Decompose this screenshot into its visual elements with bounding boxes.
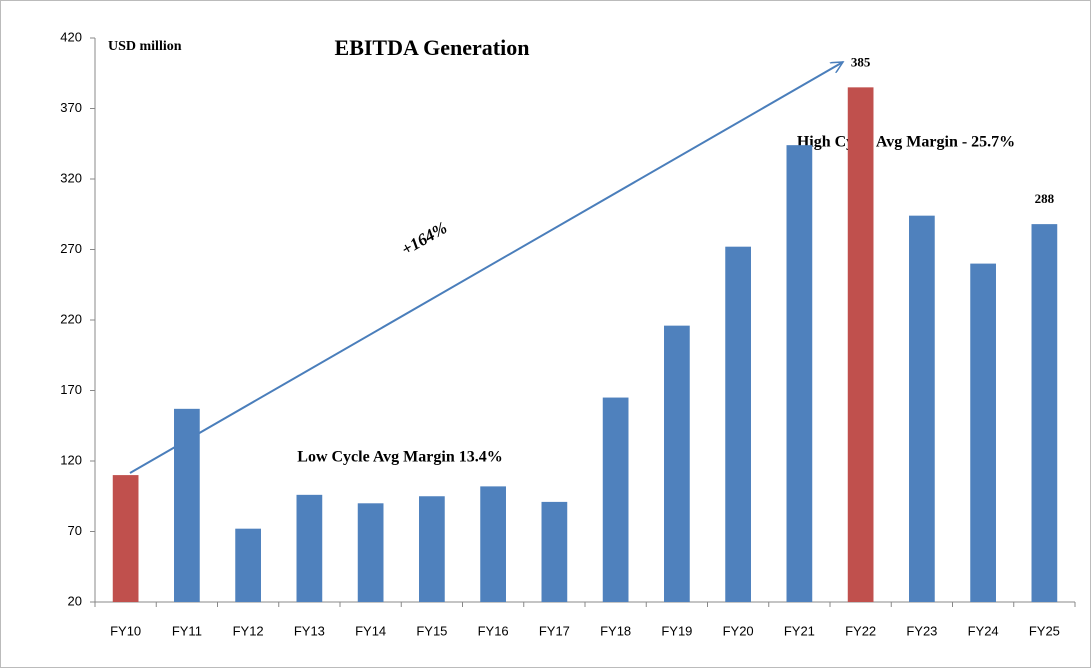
x-tick-label: FY16 [478, 623, 509, 638]
x-tick-label: FY18 [600, 623, 631, 638]
x-tick-label: FY12 [233, 623, 264, 638]
y-tick-label: 20 [68, 593, 82, 608]
bar [786, 145, 813, 602]
x-tick-label: FY23 [906, 623, 937, 638]
bar [847, 87, 874, 603]
x-tick-label: FY24 [968, 623, 999, 638]
y-tick-label: 370 [60, 100, 82, 115]
y-tick-label: 220 [60, 311, 82, 326]
low-cycle-label: Low Cycle Avg Margin 13.4% [297, 449, 502, 466]
x-tick-label: FY21 [784, 623, 815, 638]
x-tick-label: FY20 [723, 623, 754, 638]
y-tick-label: 120 [60, 452, 82, 467]
x-tick-label: FY13 [294, 623, 325, 638]
y-tick-label: 270 [60, 241, 82, 256]
bar [480, 486, 506, 602]
growth-arrow [129, 61, 843, 474]
x-tick-label: FY10 [110, 623, 141, 638]
bar [725, 246, 751, 602]
x-tick-label: FY11 [172, 623, 202, 638]
bar [357, 503, 384, 602]
bar [664, 325, 690, 602]
high-cycle-label: High Cycle Avg Margin - 25.7% [797, 134, 1015, 151]
bar [112, 475, 139, 602]
y-tick-label: 70 [68, 523, 82, 538]
x-tick-label: FY22 [845, 623, 876, 638]
y-tick-label: 420 [60, 29, 82, 44]
y-tick-label: 320 [60, 170, 82, 185]
x-tick-label: FY14 [355, 623, 386, 638]
bar [1031, 224, 1058, 602]
x-tick-label: FY15 [416, 623, 447, 638]
y-tick-label: 170 [60, 382, 82, 397]
bar [235, 528, 261, 602]
x-tick-label: FY25 [1029, 623, 1060, 638]
bar [296, 494, 323, 602]
value-label: 385 [851, 54, 871, 69]
chart-title: EBITDA Generation [335, 35, 530, 60]
bar [174, 408, 200, 602]
bar [909, 215, 935, 602]
bar [541, 501, 568, 602]
unit-label: USD million [108, 39, 182, 54]
x-tick-label: FY19 [661, 623, 692, 638]
bar [419, 496, 445, 602]
bar [970, 263, 996, 602]
x-tick-label: FY17 [539, 623, 570, 638]
value-label: 288 [1035, 191, 1055, 206]
bar [602, 397, 629, 602]
